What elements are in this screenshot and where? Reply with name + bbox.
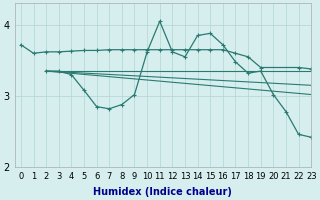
X-axis label: Humidex (Indice chaleur): Humidex (Indice chaleur) (93, 187, 232, 197)
